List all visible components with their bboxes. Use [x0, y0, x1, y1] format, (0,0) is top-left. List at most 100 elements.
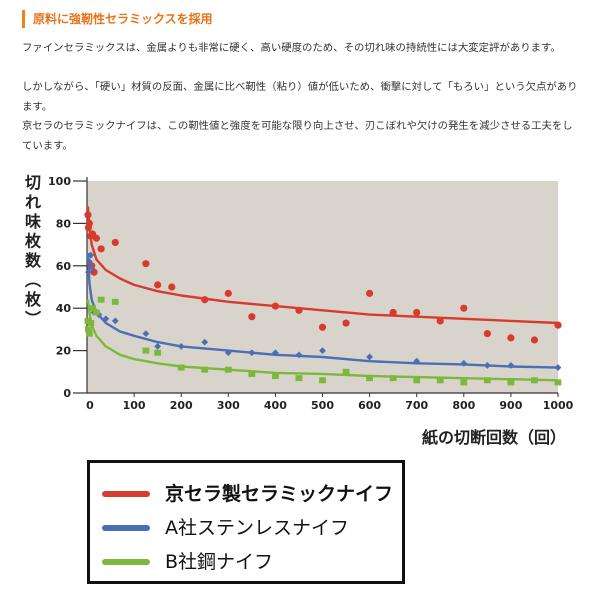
data-point-series-1 — [85, 258, 93, 265]
y-axis-label: 切れ味枚数︵枚︶ — [25, 173, 42, 329]
data-point-series-2 — [142, 347, 150, 354]
data-point-series-0 — [224, 289, 232, 297]
data-point-series-1 — [111, 317, 119, 325]
data-point-series-2 — [460, 379, 468, 386]
paragraph-brittleness: しかしながら、「硬い」材質の反面、金属に比べ靭性（粘り）値が低いため、衝撃に対し… — [22, 81, 578, 113]
x-tick-label: 100 — [123, 399, 146, 412]
data-point-series-2 — [85, 326, 92, 333]
data-point-series-0 — [248, 313, 256, 321]
data-point-series-0 — [366, 289, 374, 297]
data-point-series-0 — [413, 308, 421, 317]
data-point-series-0 — [436, 317, 444, 325]
data-point-series-1 — [295, 351, 303, 359]
data-point-series-1 — [507, 362, 515, 369]
data-point-series-1 — [88, 264, 96, 272]
y-tick-label: 100 — [48, 175, 71, 188]
x-tick-label: 700 — [405, 399, 428, 412]
data-point-series-2 — [85, 330, 93, 337]
legend-line-kyocera — [102, 491, 150, 497]
data-point-series-0 — [507, 334, 515, 342]
data-point-series-1 — [460, 359, 468, 367]
chart-legend: 京セラ製セラミックナイフ A社ステンレスナイフ B社鋼ナイフ — [87, 460, 405, 584]
data-point-series-2 — [389, 375, 397, 382]
x-tick-label: 200 — [170, 399, 193, 412]
data-point-series-1 — [554, 364, 562, 371]
legend-line-b-steel — [102, 559, 150, 565]
x-axis-label: 紙の切断回数（回） — [422, 428, 566, 447]
data-point-series-0 — [168, 283, 176, 291]
data-point-series-2 — [295, 375, 303, 382]
data-point-series-2 — [342, 368, 350, 375]
data-point-series-2 — [272, 373, 279, 380]
data-point-series-1 — [272, 349, 279, 357]
data-point-series-1 — [177, 342, 185, 350]
data-point-series-0 — [85, 219, 93, 227]
legend-label-kyocera: 京セラ製セラミックナイフ — [165, 483, 394, 505]
paragraph-kyocera: 京セラのセラミックナイフは、この靭性値と強度を可能な限り向上させ、刃こぼれや欠け… — [22, 120, 573, 152]
data-point-series-2 — [154, 349, 162, 356]
data-point-series-2 — [413, 377, 421, 384]
data-point-series-0 — [111, 238, 119, 247]
x-tick-label: 600 — [358, 399, 381, 412]
data-point-series-2 — [111, 298, 119, 305]
legend-line-a-steel — [102, 525, 150, 531]
data-point-series-1 — [102, 315, 110, 323]
data-point-series-2 — [531, 377, 538, 384]
data-point-series-2 — [93, 309, 100, 316]
data-point-series-0 — [295, 306, 303, 314]
fit-line-series-0 — [86, 206, 559, 325]
data-point-series-2 — [366, 375, 373, 382]
data-point-series-1 — [154, 342, 162, 350]
data-point-series-1 — [224, 349, 232, 357]
data-point-series-1 — [142, 330, 150, 338]
y-tick-label: 40 — [56, 302, 72, 315]
y-tick-label: 60 — [56, 260, 72, 273]
legend-label-a-steel: A社ステンレスナイフ — [165, 517, 349, 539]
data-point-series-0 — [154, 281, 162, 289]
data-point-series-0 — [389, 308, 397, 317]
x-tick-label: 900 — [499, 399, 522, 412]
x-tick-label: 800 — [452, 399, 475, 412]
data-point-series-1 — [201, 338, 209, 346]
x-tick-label: 1000 — [543, 399, 574, 412]
data-point-series-1 — [248, 349, 256, 357]
x-tick-label: 0 — [86, 399, 94, 412]
y-tick-label: 20 — [56, 345, 72, 358]
legend-label-b-steel: B社鋼ナイフ — [165, 551, 274, 573]
section-heading: 原料に強靭性セラミックスを採用 — [22, 10, 213, 28]
data-point-series-0 — [271, 302, 279, 310]
y-tick-label: 0 — [63, 387, 71, 400]
data-point-series-0 — [460, 304, 468, 312]
paragraph-hardness: ファインセラミックスは、金属よりも非常に硬く、高い硬度のため、その切れ味の持続性… — [22, 42, 561, 54]
data-point-series-0 — [97, 245, 105, 253]
data-point-series-2 — [89, 305, 97, 312]
data-point-series-2 — [483, 377, 491, 384]
data-point-series-0 — [318, 323, 327, 331]
data-point-series-0 — [92, 234, 101, 242]
data-point-series-0 — [554, 321, 562, 329]
data-point-series-2 — [319, 377, 326, 384]
data-point-series-0 — [142, 260, 150, 268]
data-point-series-2 — [507, 379, 515, 386]
data-point-series-1 — [483, 362, 491, 369]
data-point-series-2 — [201, 366, 209, 373]
data-point-series-2 — [554, 379, 562, 386]
data-point-series-1 — [319, 347, 326, 354]
x-tick-label: 400 — [264, 399, 287, 412]
data-point-series-2 — [248, 370, 256, 377]
y-tick-label: 80 — [56, 217, 72, 230]
data-point-series-2 — [97, 296, 105, 303]
data-point-series-2 — [224, 366, 232, 373]
data-point-series-1 — [366, 353, 373, 361]
data-point-series-2 — [87, 320, 95, 327]
x-tick-label: 300 — [217, 399, 240, 412]
data-point-series-1 — [413, 357, 421, 365]
data-point-series-0 — [342, 319, 350, 327]
data-point-series-0 — [201, 296, 209, 304]
data-point-series-0 — [84, 211, 92, 219]
data-point-series-1 — [87, 251, 95, 259]
data-point-series-0 — [483, 330, 491, 338]
data-point-series-0 — [530, 336, 539, 344]
data-point-series-2 — [177, 364, 185, 371]
